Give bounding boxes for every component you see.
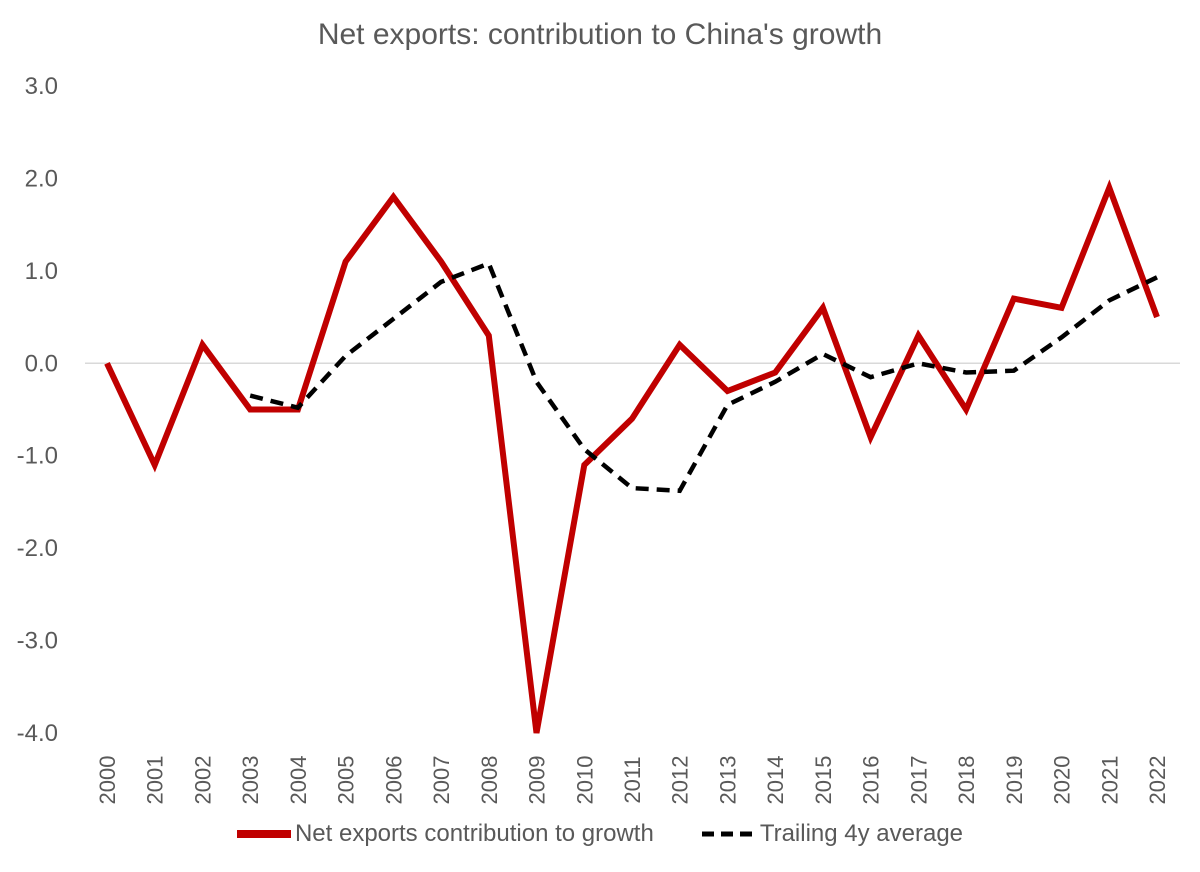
x-tick-label: 2009 — [525, 756, 550, 805]
legend: Net exports contribution to growth Trail… — [0, 820, 1200, 848]
x-tick-label: 2017 — [906, 756, 931, 805]
y-tick-label: 2.0 — [25, 165, 58, 192]
x-tick-label: 2005 — [334, 756, 359, 805]
chart-title: Net exports: contribution to China's gro… — [317, 18, 883, 51]
x-tick-label: 2003 — [238, 756, 263, 805]
legend-label-trailing-average: Trailing 4y average — [759, 820, 964, 847]
x-tick-label: 2011 — [620, 756, 645, 803]
x-tick-label: 2000 — [95, 756, 120, 805]
y-tick-label: 0.0 — [25, 350, 58, 377]
x-tick-label: 2019 — [1002, 756, 1027, 805]
x-tick-label: 2016 — [859, 756, 884, 805]
legend-swatch-net-exports — [236, 830, 291, 838]
y-tick-label: -3.0 — [17, 628, 58, 655]
x-tick-label: 2007 — [429, 756, 454, 805]
x-tick-label: 2012 — [668, 756, 693, 805]
x-tick-label: 2022 — [1145, 756, 1170, 805]
series-line-trailing-average — [249, 260, 1158, 494]
legend-item-trailing-average: Trailing 4y average — [701, 820, 964, 848]
x-tick-label: 2021 — [1097, 756, 1122, 805]
y-tick-label: -2.0 — [17, 535, 58, 562]
y-tick-label: -1.0 — [17, 443, 58, 470]
x-tick-label: 2015 — [811, 756, 836, 805]
x-tick-label: 2006 — [381, 756, 406, 805]
x-tick-label: 2020 — [1050, 756, 1075, 805]
x-tick-label: 2013 — [715, 756, 740, 805]
y-tick-label: 3.0 — [25, 73, 58, 100]
x-tick-label: 2002 — [190, 756, 215, 805]
y-tick-label: 1.0 — [25, 258, 58, 285]
x-tick-label: 2008 — [477, 756, 502, 805]
series-line-net-exports — [104, 179, 1160, 734]
legend-label-net-exports: Net exports contribution to growth — [294, 820, 654, 847]
x-tick-label: 2014 — [763, 756, 788, 805]
legend-item-net-exports: Net exports contribution to growth — [236, 820, 654, 848]
y-tick-label: -4.0 — [17, 720, 58, 747]
x-tick-label: 2010 — [572, 756, 597, 805]
x-tick-label: 2001 — [143, 756, 168, 805]
x-tick-label: 2004 — [286, 756, 311, 805]
legend-swatch-trailing-average — [701, 831, 756, 837]
x-tick-label: 2018 — [954, 756, 979, 805]
